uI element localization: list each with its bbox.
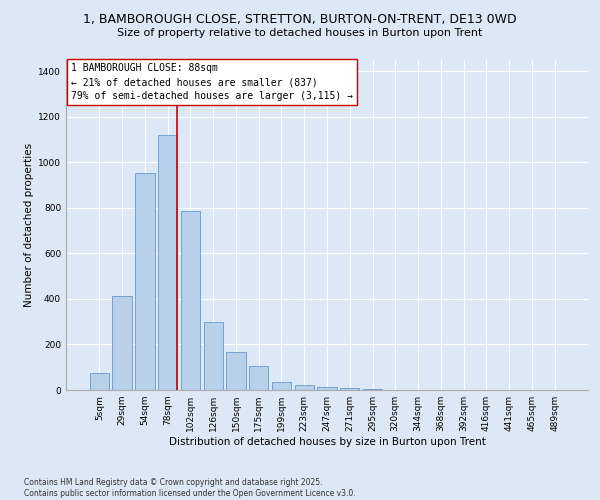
Bar	[272, 382, 291, 390]
Text: 1 BAMBOROUGH CLOSE: 88sqm
← 21% of detached houses are smaller (837)
79% of semi: 1 BAMBOROUGH CLOSE: 88sqm ← 21% of detac…	[71, 64, 353, 102]
Bar	[112, 296, 132, 390]
Bar	[158, 135, 178, 390]
Bar	[317, 386, 337, 390]
Y-axis label: Number of detached properties: Number of detached properties	[24, 143, 34, 307]
Text: Contains HM Land Registry data © Crown copyright and database right 2025.
Contai: Contains HM Land Registry data © Crown c…	[24, 478, 356, 498]
Bar	[203, 322, 223, 390]
Bar	[181, 212, 200, 390]
Bar	[249, 366, 268, 390]
X-axis label: Distribution of detached houses by size in Burton upon Trent: Distribution of detached houses by size …	[169, 437, 485, 447]
Bar	[363, 389, 382, 390]
Bar	[340, 388, 359, 390]
Bar	[295, 386, 314, 390]
Bar	[90, 373, 109, 390]
Bar	[135, 172, 155, 390]
Text: Size of property relative to detached houses in Burton upon Trent: Size of property relative to detached ho…	[118, 28, 482, 38]
Bar	[226, 352, 245, 390]
Text: 1, BAMBOROUGH CLOSE, STRETTON, BURTON-ON-TRENT, DE13 0WD: 1, BAMBOROUGH CLOSE, STRETTON, BURTON-ON…	[83, 12, 517, 26]
